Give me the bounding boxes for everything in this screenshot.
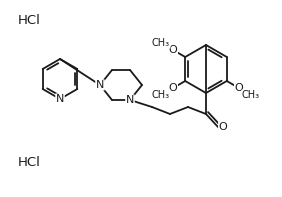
Text: CH₃: CH₃	[242, 90, 260, 100]
Text: O: O	[169, 45, 177, 55]
Text: N: N	[96, 80, 104, 90]
Text: O: O	[219, 122, 227, 132]
Text: HCl: HCl	[18, 156, 41, 169]
Text: CH₃: CH₃	[152, 90, 170, 100]
Text: O: O	[169, 83, 177, 93]
Text: N: N	[56, 94, 64, 104]
Text: HCl: HCl	[18, 14, 41, 27]
Text: N: N	[126, 95, 134, 105]
Text: CH₃: CH₃	[152, 38, 170, 48]
Text: O: O	[235, 83, 243, 93]
